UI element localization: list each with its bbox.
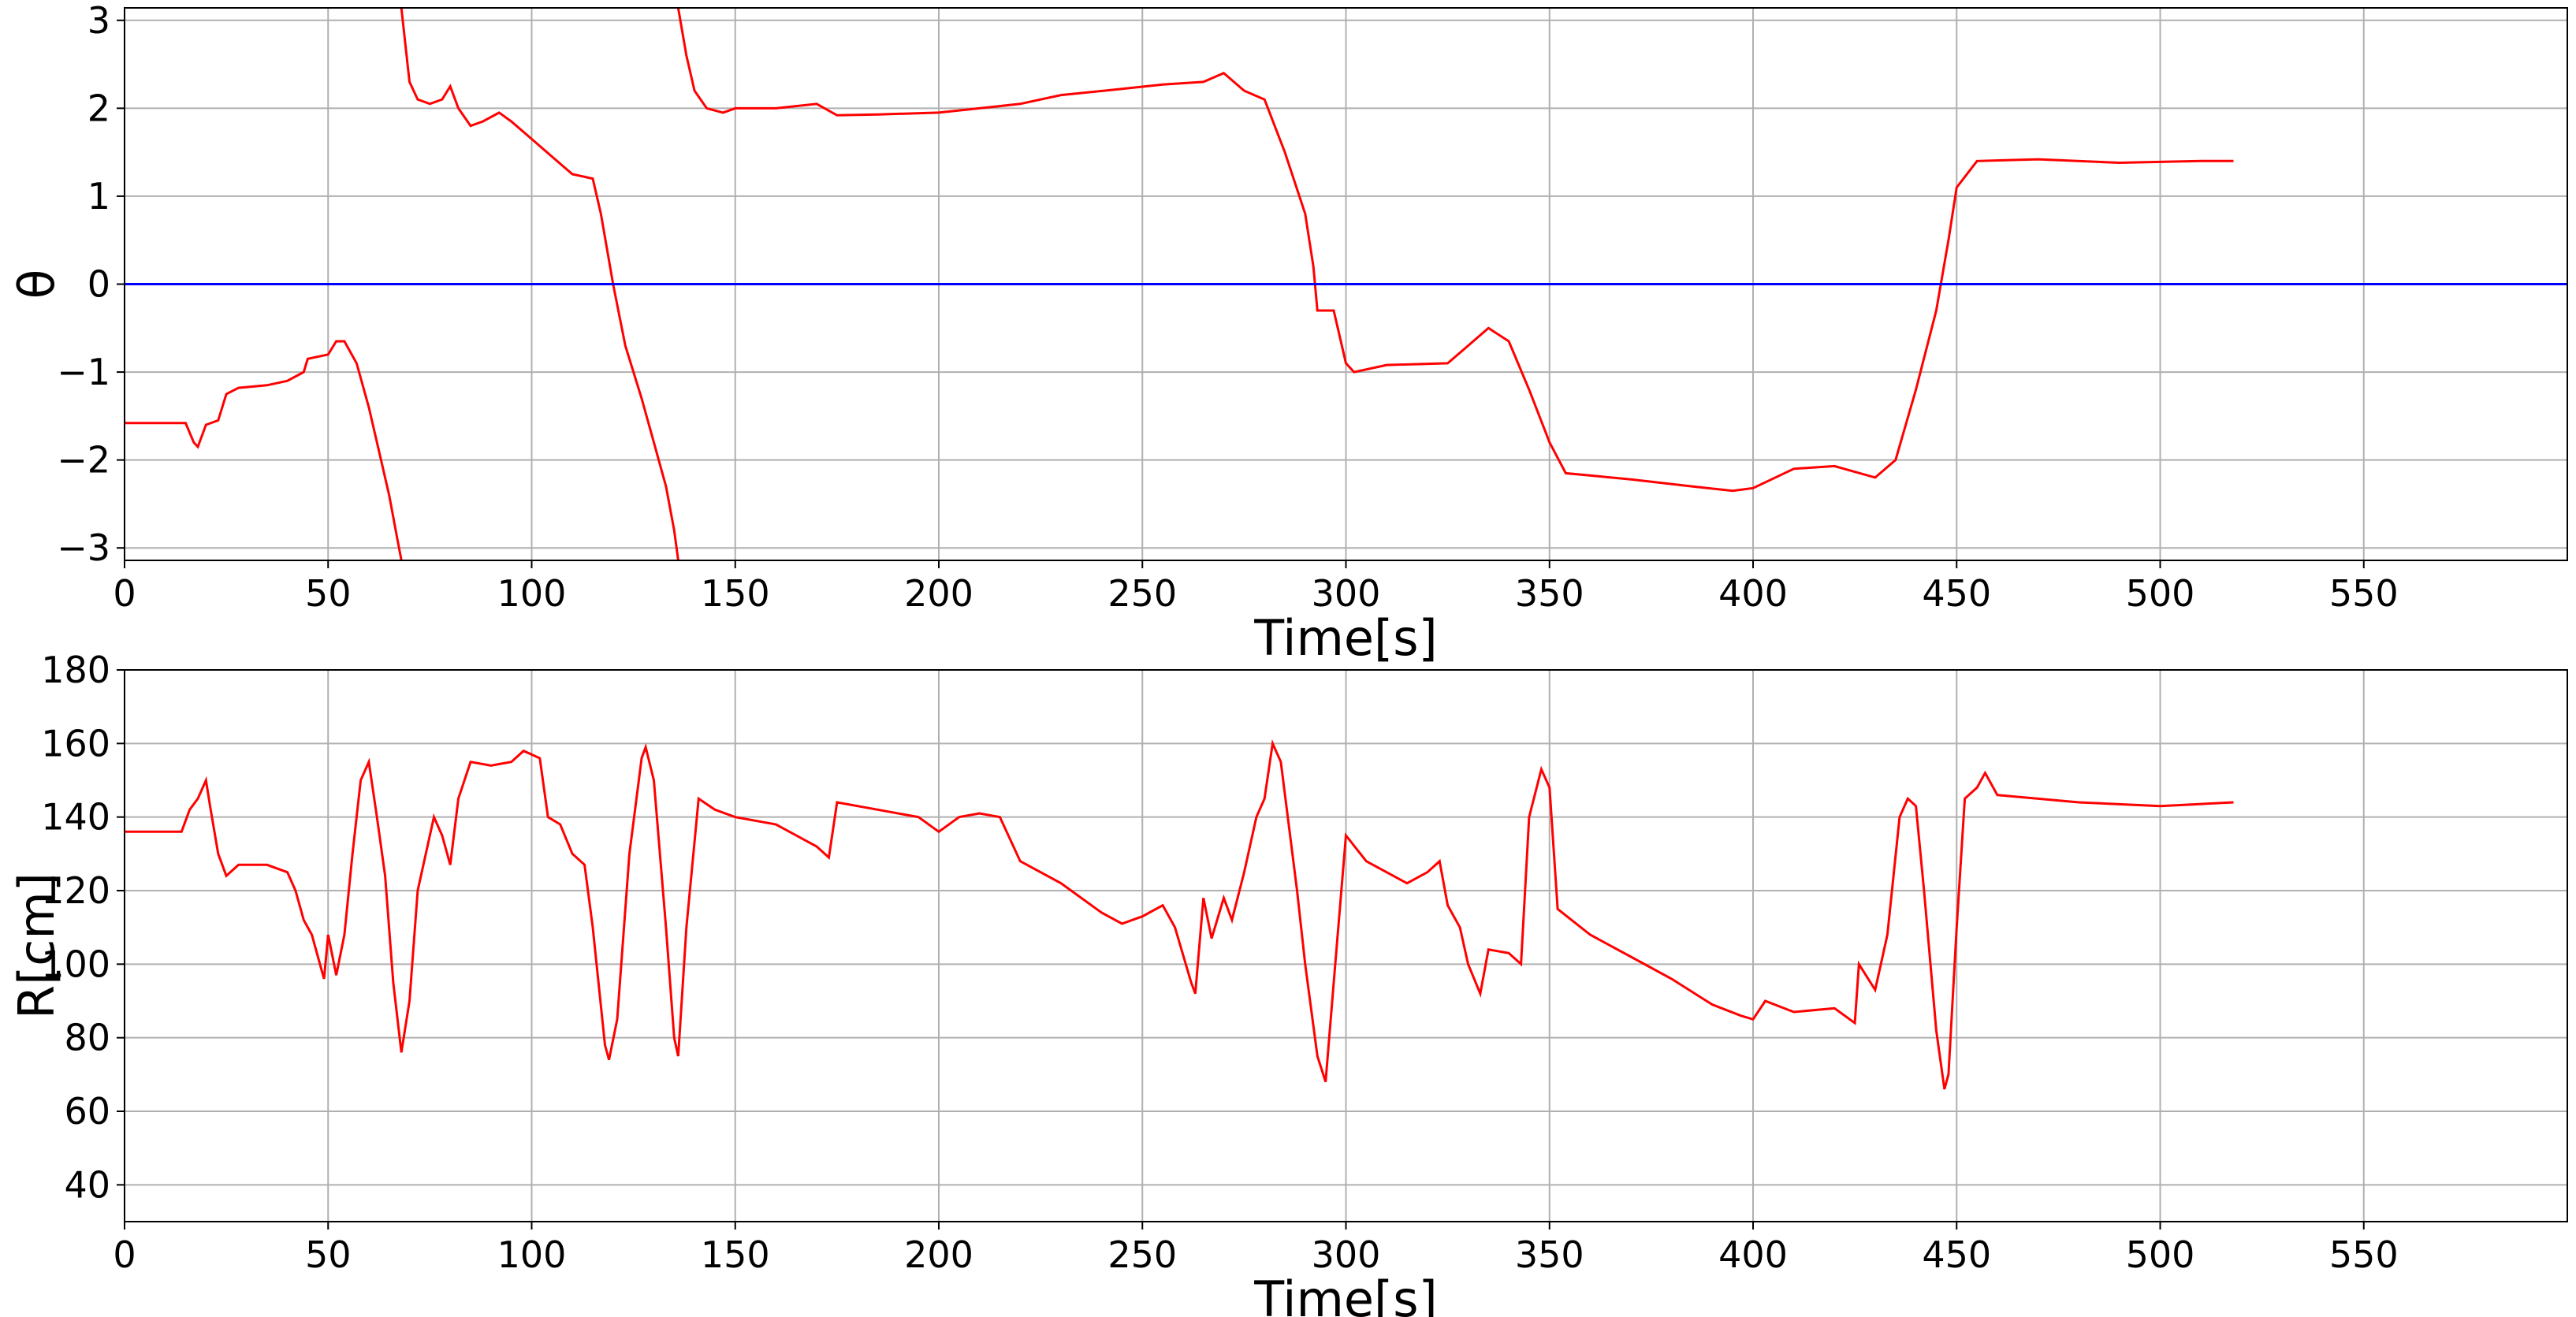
y-tick-label: 1	[87, 175, 110, 218]
y-tick-label: 2	[87, 87, 110, 129]
x-tick-label: 50	[305, 1233, 352, 1276]
axes-frame	[124, 669, 2568, 1222]
y-tick-label: 100	[41, 943, 110, 985]
x-tick-label: 100	[497, 572, 567, 615]
y-tick-label: 160	[41, 722, 110, 765]
x-tick-label: 200	[904, 572, 973, 615]
x-tick-label: 550	[2329, 1233, 2399, 1276]
x-tick-label: 0	[113, 1233, 136, 1276]
x-tick-label: 250	[1107, 572, 1177, 615]
y-tick-label: 40	[64, 1163, 110, 1206]
x-tick-label: 150	[701, 572, 770, 615]
x-tick-label: 300	[1312, 572, 1381, 615]
x-tick-label: 500	[2126, 1233, 2195, 1276]
x-axis-label: Time[s]	[1253, 1270, 1437, 1317]
x-tick-label: 150	[701, 1233, 770, 1276]
x-axis-label: Time[s]	[1253, 609, 1437, 667]
y-tick-label: 140	[41, 796, 110, 839]
x-tick-label: 400	[1718, 1233, 1788, 1276]
x-tick-label: 250	[1107, 1233, 1177, 1276]
x-tick-label: 550	[2329, 572, 2399, 615]
y-tick-label: 120	[41, 869, 110, 912]
data-line	[125, 738, 2234, 1090]
x-tick-label: 450	[1922, 572, 1991, 615]
y-tick-label: −1	[57, 351, 110, 393]
x-tick-label: 50	[305, 572, 352, 615]
y-axis-label: θ	[8, 270, 65, 299]
y-tick-label: −2	[57, 439, 110, 482]
y-tick-label: 180	[41, 649, 110, 691]
y-tick-label: 80	[64, 1017, 110, 1059]
data-line	[125, 8, 2234, 560]
x-tick-label: 400	[1718, 572, 1788, 615]
x-tick-label: 350	[1515, 572, 1584, 615]
axes-frame	[124, 7, 2568, 561]
x-tick-label: 200	[904, 1233, 973, 1276]
x-tick-label: 350	[1515, 1233, 1584, 1276]
y-tick-label: 3	[87, 0, 110, 42]
x-tick-label: 300	[1312, 1233, 1381, 1276]
x-tick-label: 450	[1922, 1233, 1991, 1276]
x-tick-label: 100	[497, 1233, 567, 1276]
axes: 0 50 100 150 200 250 300 350 400 450 500 550 −3 −2 −1 0…	[8, 0, 2568, 667]
y-tick-label: 60	[64, 1090, 110, 1133]
x-tick-label: 500	[2126, 572, 2195, 615]
x-tick-label: 0	[113, 572, 136, 615]
y-tick-label: −3	[57, 526, 110, 569]
axes: 0 50 100 150 200 250 300 350 400 450 500 550 40 60 80 1…	[8, 649, 2568, 1317]
y-axis-label: R[cm]	[8, 872, 65, 1019]
y-tick-label: 0	[87, 263, 110, 306]
